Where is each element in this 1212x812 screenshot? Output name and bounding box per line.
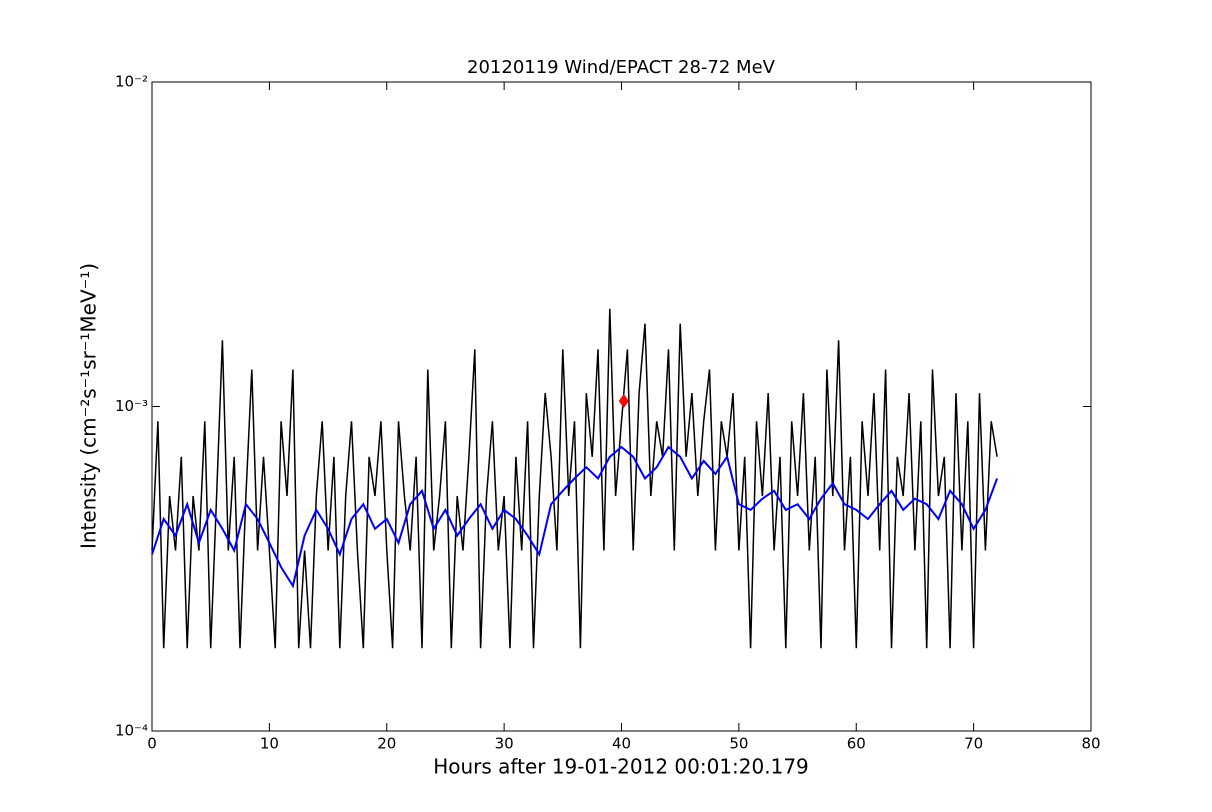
x-tick-label: 50 (729, 735, 748, 753)
x-axis-label: Hours after 19-01-2012 00:01:20.179 (433, 755, 809, 779)
marker (618, 393, 629, 408)
y-tick-label: 10⁻² (115, 73, 148, 91)
x-tick-label: 60 (847, 735, 866, 753)
data-line (151, 308, 998, 649)
x-tick-label: 80 (1081, 735, 1100, 753)
x-tick-label: 20 (377, 735, 396, 753)
chart-title: 20120119 Wind/EPACT 28-72 MeV (467, 57, 776, 78)
x-tick-label: 30 (495, 735, 514, 753)
x-tick-label: 10 (260, 735, 279, 753)
y-tick-label: 10⁻³ (115, 397, 148, 415)
y-axis-label: Intensity (cm⁻²s⁻¹sr⁻¹MeV⁻¹) (77, 263, 101, 549)
x-tick-label: 0 (147, 735, 157, 753)
y-tick-label: 10⁻⁴ (115, 722, 148, 740)
x-tick-label: 70 (964, 735, 983, 753)
data-line (151, 445, 999, 589)
x-tick-label: 40 (612, 735, 631, 753)
